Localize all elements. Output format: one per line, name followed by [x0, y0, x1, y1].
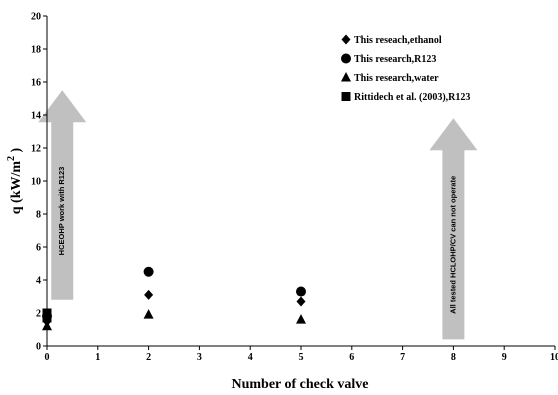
y-axis-title-end: ) — [9, 147, 24, 156]
legend-label: This reseach,ethanol — [354, 35, 442, 46]
x-tick-label: 1 — [95, 352, 100, 363]
annotation-label-0: HCEOHP work with R123 — [57, 167, 66, 256]
data-point-circle-2 — [296, 286, 306, 297]
x-tick-label: 9 — [502, 352, 507, 363]
x-tick-label: 0 — [45, 352, 50, 363]
data-points — [42, 266, 306, 331]
x-tick-label: 4 — [248, 352, 253, 363]
y-axis-title-sup: 2 — [6, 156, 17, 161]
legend-marker-circle — [341, 53, 351, 64]
annotation-label-1: All tested HCLOHP/CV can not operate — [448, 176, 457, 314]
legend-marker-triangle — [341, 72, 351, 82]
y-tick-label: 0 — [36, 342, 41, 353]
legend-label: This research,R123 — [354, 54, 436, 65]
legend: This reseach,ethanol This research,R123 Th… — [341, 34, 470, 103]
data-point-diamond-1 — [144, 289, 154, 300]
legend-label: Rittidech et al. (2003),R123 — [354, 92, 470, 103]
data-point-diamond-2 — [296, 296, 306, 307]
data-point-triangle-2 — [296, 314, 306, 324]
data-point-square-1 — [42, 313, 52, 323]
annotation-arrow-0 — [38, 90, 87, 300]
y-tick-label: 2 — [36, 309, 41, 320]
y-tick-label: 10 — [31, 177, 41, 188]
annotation-arrows: HCEOHP work with R123 All tested HCLOHP/C… — [38, 90, 478, 340]
x-tick-label: 7 — [400, 352, 405, 363]
annotation-arrow-1 — [429, 118, 478, 340]
y-tick-label: 4 — [36, 276, 41, 287]
x-tick-label: 3 — [197, 352, 202, 363]
y-tick-label: 8 — [36, 210, 41, 221]
y-axis-title: q (kW/m2 ) — [6, 147, 24, 214]
y-tick-label: 20 — [31, 12, 41, 23]
x-tick-label: 5 — [299, 352, 304, 363]
x-tick-label: 10 — [550, 352, 558, 363]
y-tick-label: 18 — [31, 45, 41, 56]
data-point-circle-1 — [143, 266, 154, 277]
x-tick-label: 6 — [349, 352, 354, 363]
y-tick-label: 16 — [31, 78, 41, 89]
legend-marker-diamond — [341, 34, 351, 45]
y-tick-label: 12 — [31, 144, 41, 155]
y-tick-label: 6 — [36, 243, 41, 254]
y-tick-label: 14 — [31, 111, 41, 122]
legend-marker-square — [341, 92, 351, 101]
legend-label: This research,water — [354, 73, 439, 84]
data-point-square-0 — [42, 308, 52, 318]
data-point-triangle-0 — [42, 320, 52, 331]
x-tick-label: 2 — [146, 352, 151, 363]
data-point-triangle-1 — [143, 309, 154, 319]
x-axis-title: Number of check valve — [232, 377, 369, 392]
x-tick-label: 8 — [451, 352, 456, 363]
y-axis-title-main: q (kW/m — [9, 161, 24, 215]
